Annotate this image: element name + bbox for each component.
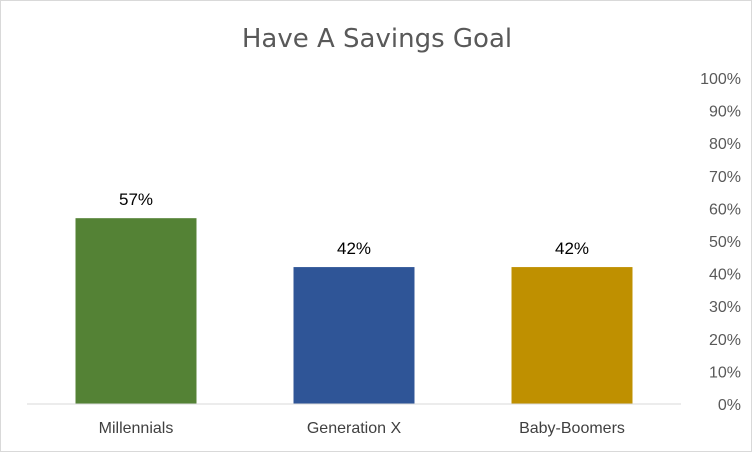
y-tick-label: 70% bbox=[709, 169, 741, 186]
data-label: 57% bbox=[119, 190, 153, 209]
y-tick-label: 100% bbox=[700, 71, 741, 88]
y-tick-label: 0% bbox=[718, 397, 741, 414]
x-tick-label: Baby-Boomers bbox=[519, 420, 625, 437]
y-axis: 0% 10% 20% 30% 40% 50% 60% 70% 80% 90% 100% bbox=[700, 71, 741, 414]
x-axis: Millennials Generation X Baby-Boomers bbox=[99, 420, 625, 437]
y-tick-label: 60% bbox=[709, 201, 741, 218]
y-tick-label: 40% bbox=[709, 267, 741, 284]
bar bbox=[511, 267, 633, 404]
y-tick-label: 50% bbox=[709, 234, 741, 251]
y-tick-label: 80% bbox=[709, 136, 741, 153]
x-tick-label: Generation X bbox=[307, 420, 402, 437]
y-tick-label: 10% bbox=[709, 364, 741, 381]
data-label: 42% bbox=[555, 239, 589, 258]
bar bbox=[75, 218, 197, 404]
x-tick-label: Millennials bbox=[99, 420, 174, 437]
y-tick-label: 20% bbox=[709, 332, 741, 349]
data-label: 42% bbox=[337, 239, 371, 258]
bars bbox=[75, 218, 633, 404]
bar bbox=[293, 267, 415, 404]
y-tick-label: 30% bbox=[709, 299, 741, 316]
data-labels: 57% 42% 42% bbox=[119, 190, 589, 258]
y-tick-label: 90% bbox=[709, 104, 741, 121]
chart-title: Have A Savings Goal bbox=[242, 24, 512, 54]
